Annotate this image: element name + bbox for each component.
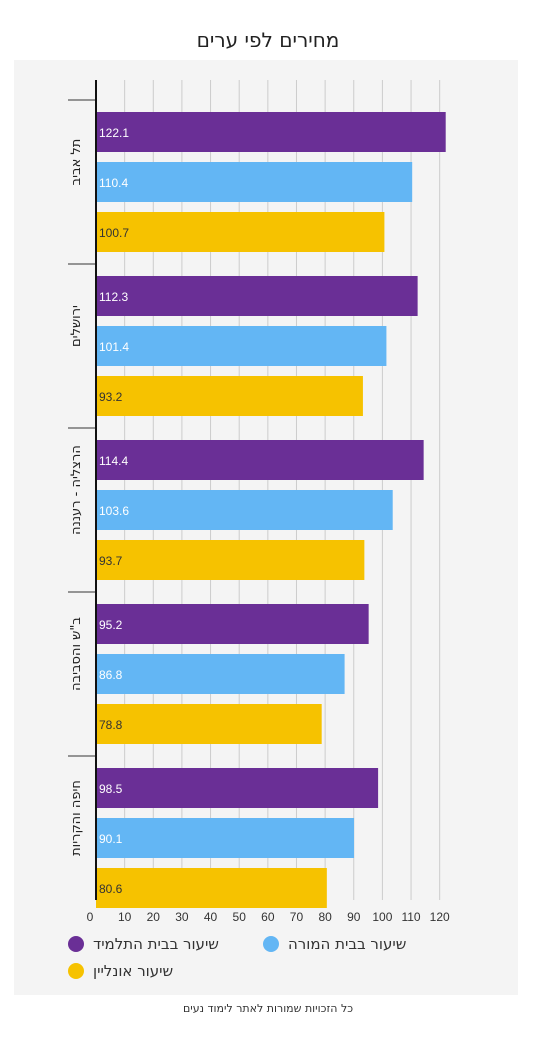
x-tick-label: 40 <box>204 910 218 924</box>
bar-value-label: 122.1 <box>99 126 129 140</box>
category-label: ב"ש והסביבה <box>69 617 84 691</box>
legend-swatch-student-home <box>68 936 84 952</box>
bar-value-label: 93.7 <box>99 554 123 568</box>
bar <box>96 868 327 908</box>
bar <box>96 162 413 202</box>
x-tick-label: 30 <box>175 910 189 924</box>
chart-panel: 0 10 20 30 40 50 60 70 80 90 100 110 120 122.1 110.4 10… <box>14 60 518 995</box>
x-tick-label: 110 <box>401 910 420 924</box>
bar-value-label: 80.6 <box>99 882 123 896</box>
copyright-footer: כל הזכויות שמורות לאתר לימוד נעים <box>182 1002 354 1015</box>
bar <box>96 654 345 694</box>
x-tick-label: 60 <box>261 910 275 924</box>
legend-label-teacher-home: שיעור בבית המורה <box>288 935 407 953</box>
category-label: תל אביב <box>69 139 84 186</box>
legend-swatch-teacher-home <box>263 936 279 952</box>
bar <box>96 112 446 152</box>
x-tick-label: 50 <box>233 910 247 924</box>
legend-label-online: שיעור אונליין <box>93 962 174 980</box>
bar-value-label: 95.2 <box>99 618 123 632</box>
x-tick-label: 20 <box>147 910 161 924</box>
bar <box>96 704 322 744</box>
bar-value-label: 112.3 <box>99 290 128 304</box>
bar <box>96 540 365 580</box>
legend-item-teacher-home: שיעור בבית המורה <box>263 935 406 953</box>
x-tick-label: 90 <box>347 910 361 924</box>
x-tick-label: 100 <box>372 910 392 924</box>
bar <box>96 212 385 252</box>
category-label: הרצליה - רעננה <box>69 445 84 535</box>
x-tick-label: 0 <box>87 910 94 924</box>
category-label: חיפה והקריות <box>69 780 84 856</box>
bar-value-label: 103.6 <box>99 504 129 518</box>
bar <box>96 440 424 480</box>
bar-value-label: 114.4 <box>99 454 128 468</box>
bar <box>96 276 418 316</box>
bar-chart: 0 10 20 30 40 50 60 70 80 90 100 110 120 122.1 110.4 10… <box>68 80 450 924</box>
bar <box>96 604 369 644</box>
x-tick-label: 70 <box>290 910 304 924</box>
bar-value-label: 78.8 <box>99 718 123 732</box>
category-label: ירושלים <box>69 305 84 347</box>
bar-value-label: 101.4 <box>99 340 129 354</box>
bar <box>96 818 355 858</box>
bar <box>96 490 393 530</box>
bar-value-label: 98.5 <box>99 782 123 796</box>
bar <box>96 376 363 416</box>
bar-value-label: 90.1 <box>99 832 123 846</box>
x-tick-label: 120 <box>430 910 450 924</box>
legend-item-student-home: שיעור בבית התלמיד <box>68 935 219 953</box>
bar <box>96 768 379 808</box>
chart-title: מחירים לפי ערים <box>196 28 340 52</box>
legend-item-online: שיעור אונליין <box>68 962 173 980</box>
bar-value-label: 110.4 <box>99 176 128 190</box>
bar-value-label: 93.2 <box>99 390 123 404</box>
legend-label-student-home: שיעור בבית התלמיד <box>93 935 219 953</box>
bar-value-label: 86.8 <box>99 668 123 682</box>
bar-value-label: 100.7 <box>99 226 129 240</box>
bar <box>96 326 387 366</box>
x-tick-label: 80 <box>318 910 332 924</box>
x-tick-label: 10 <box>118 910 132 924</box>
legend-swatch-online <box>68 963 84 979</box>
